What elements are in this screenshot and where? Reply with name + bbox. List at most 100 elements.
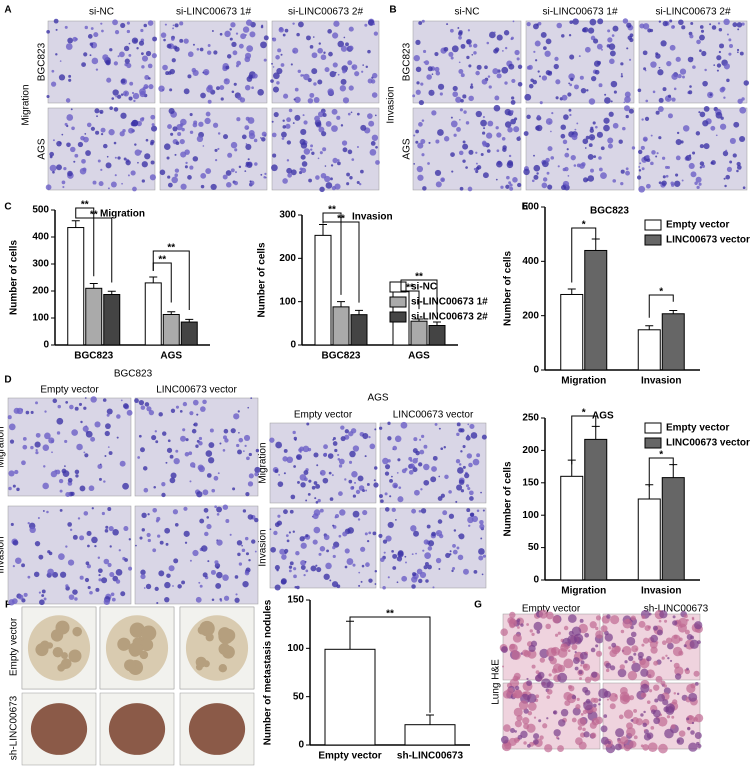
cell	[303, 73, 310, 81]
cell	[175, 405, 180, 409]
cell	[189, 411, 194, 416]
tissue	[664, 728, 674, 739]
cell	[513, 126, 520, 133]
cell	[284, 548, 289, 554]
cell	[61, 180, 66, 185]
tissue	[590, 732, 597, 739]
cell	[456, 422, 461, 427]
cell	[210, 569, 216, 575]
tissue	[527, 743, 531, 748]
tissue	[520, 730, 528, 739]
y-tick-label: 100	[32, 313, 49, 324]
cell	[118, 549, 121, 552]
cell	[180, 183, 187, 190]
tissue	[687, 726, 691, 731]
y-tick-label: 150	[522, 477, 539, 488]
tissue	[629, 695, 635, 701]
cell	[241, 134, 247, 140]
cell	[91, 507, 94, 510]
y-tick-label: 200	[32, 286, 49, 297]
tissue	[661, 656, 665, 660]
cell	[644, 116, 650, 122]
tissue	[676, 692, 680, 696]
cell	[247, 514, 254, 520]
cell	[153, 486, 156, 489]
cell	[609, 50, 616, 57]
cell	[161, 492, 166, 498]
cell	[349, 460, 353, 464]
cell	[357, 475, 364, 482]
cell	[374, 569, 378, 573]
cell	[271, 132, 277, 138]
cell	[71, 126, 75, 131]
cell	[283, 93, 289, 99]
cell	[528, 83, 534, 89]
cell	[709, 93, 713, 96]
tissue	[508, 643, 518, 653]
cell	[42, 510, 45, 512]
cell	[64, 439, 68, 444]
cell	[432, 586, 435, 589]
tissue	[530, 640, 538, 647]
cell	[526, 65, 531, 70]
cell	[475, 162, 478, 165]
cell	[629, 58, 632, 61]
cell	[344, 565, 348, 569]
cell	[245, 552, 250, 556]
tissue	[672, 620, 678, 626]
cell	[199, 518, 205, 524]
cell	[234, 597, 240, 603]
cell	[277, 48, 282, 53]
cell	[675, 155, 681, 161]
cell	[331, 125, 338, 132]
cell	[456, 484, 463, 491]
cell	[413, 530, 419, 537]
bar	[637, 498, 661, 581]
cell	[658, 97, 664, 103]
tissue	[693, 717, 699, 722]
tissue	[652, 625, 658, 631]
cell	[16, 407, 24, 415]
tissue	[608, 646, 612, 650]
cell	[139, 117, 145, 122]
cell	[286, 140, 291, 145]
cell	[318, 42, 321, 45]
cell	[206, 523, 212, 530]
cell	[264, 176, 267, 179]
cell	[511, 78, 516, 84]
cell	[475, 110, 482, 118]
y-tick-label: 500	[32, 205, 49, 216]
nodule	[139, 650, 149, 660]
cell	[374, 114, 377, 117]
cell	[175, 449, 179, 453]
cell	[282, 119, 285, 122]
tissue	[614, 645, 621, 653]
tissue	[641, 615, 646, 620]
cell	[225, 170, 232, 176]
cell	[219, 599, 223, 602]
tissue	[522, 649, 529, 657]
image	[524, 18, 635, 105]
cell	[442, 510, 448, 516]
cell	[531, 179, 535, 183]
cell	[427, 546, 433, 551]
cell	[106, 413, 110, 417]
cell	[296, 585, 300, 590]
tissue	[641, 643, 645, 647]
cell	[79, 485, 86, 492]
cell	[553, 63, 559, 70]
nodule	[205, 633, 214, 642]
cell	[457, 467, 464, 474]
cell	[332, 441, 338, 446]
tissue	[571, 644, 578, 651]
tissue	[510, 727, 515, 733]
tissue	[529, 629, 533, 633]
cell	[72, 589, 78, 595]
cell	[368, 120, 375, 127]
cell	[471, 53, 474, 56]
cell	[192, 156, 199, 162]
cell	[600, 172, 607, 180]
tissue	[697, 743, 702, 749]
cell	[276, 81, 280, 85]
cell	[348, 85, 354, 91]
